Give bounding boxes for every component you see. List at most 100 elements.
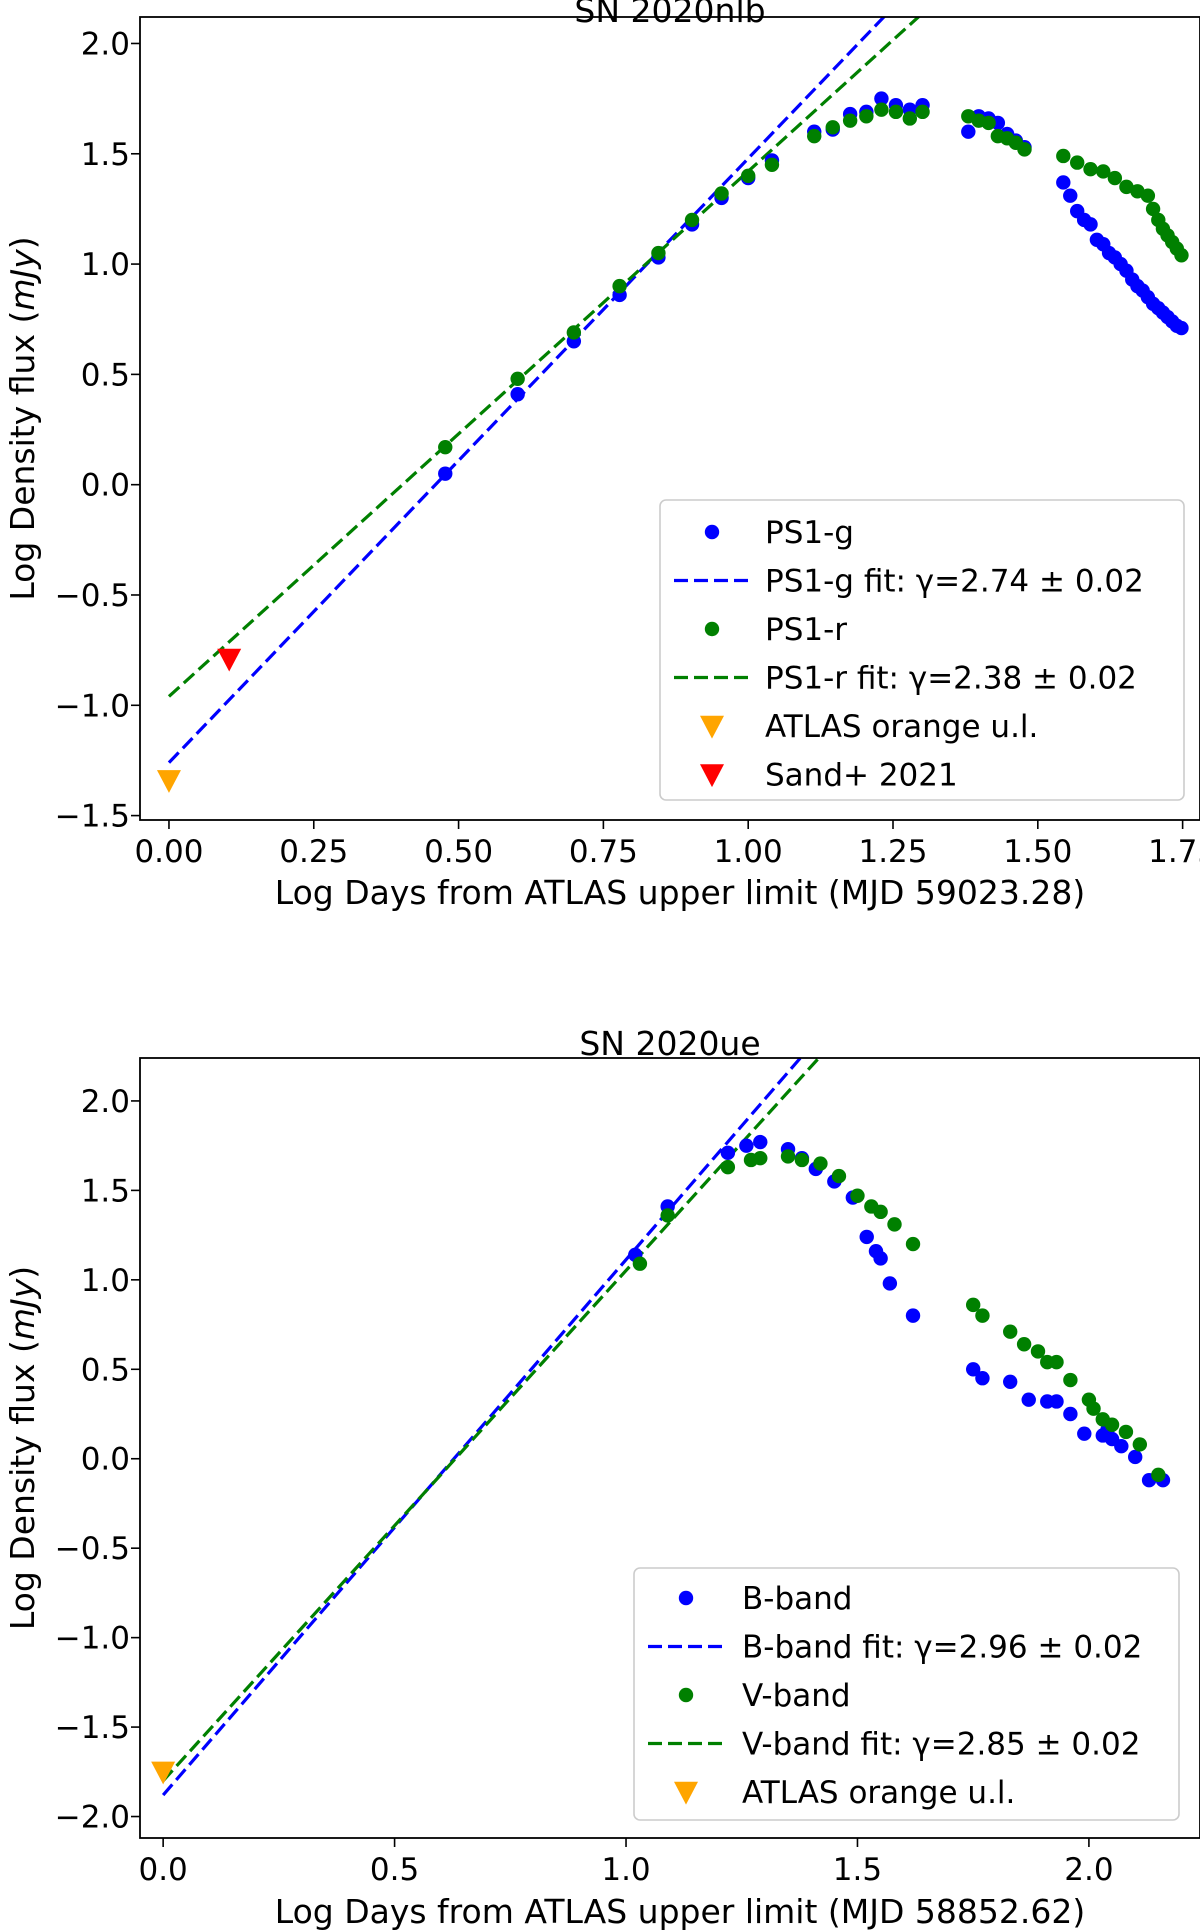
x-tick-label: 0.50 (424, 834, 493, 870)
data-point (1096, 164, 1111, 179)
y-tick-label: −1.5 (55, 799, 130, 835)
data-point (1063, 188, 1078, 203)
data-point (660, 1208, 675, 1223)
legend-label: B-band (742, 1581, 852, 1617)
data-point (1077, 1426, 1092, 1441)
x-tick-label: 1.0 (601, 1852, 650, 1888)
legend-marker (678, 1687, 694, 1703)
legend-label: PS1-g fit: γ=2.74 ± 0.02 (765, 564, 1144, 600)
chart-title: SN 2020ue (579, 1024, 760, 1063)
data-point (794, 1152, 810, 1168)
data-point (1056, 148, 1071, 164)
x-tick-label: 1.75 (1148, 834, 1200, 870)
data-point (874, 102, 889, 117)
legend-label: PS1-r fit: γ=2.38 ± 0.02 (765, 661, 1137, 697)
y-tick-label: −0.5 (55, 1531, 130, 1567)
data-point (888, 104, 904, 120)
data-point (1016, 1337, 1032, 1352)
data-point (1070, 155, 1085, 170)
legend-label: V-band fit: γ=2.85 ± 0.02 (742, 1727, 1140, 1763)
data-point (780, 1149, 796, 1164)
x-tick-label: 1.00 (714, 834, 783, 870)
y-tick-label: −2.0 (55, 1800, 130, 1836)
data-point (825, 120, 840, 135)
y-axis-label-suffix: ) (3, 236, 42, 249)
x-axis-label: Log Days from ATLAS upper limit (MJD 588… (275, 1892, 1085, 1931)
y-tick-label: 0.0 (81, 468, 130, 504)
y-tick-label: 2.0 (81, 26, 130, 62)
data-point (632, 1256, 648, 1271)
upper-limit-marker (156, 770, 181, 793)
legend: PS1-g PS1-g fit: γ=2.74 ± 0.02 PS1-r PS1-r … (659, 499, 1185, 801)
legend-label: ATLAS orange u.l. (765, 709, 1038, 745)
legend-box (659, 499, 1185, 801)
upper-limit-marker (151, 1761, 176, 1785)
x-tick-label: 0.5 (370, 1852, 419, 1888)
data-point (720, 1145, 736, 1161)
data-point (975, 1371, 990, 1386)
legend-label: Sand+ 2021 (765, 758, 958, 794)
y-tick-label: 0.5 (81, 1352, 130, 1388)
data-point (684, 212, 700, 228)
legend-marker (700, 764, 724, 788)
data-point (1174, 248, 1189, 263)
y-axis-label: Log Density flux (mJy) (3, 1266, 42, 1630)
fit-line (161, 1058, 803, 1797)
data-point (764, 157, 780, 173)
x-tick-label: 1.5 (833, 1852, 882, 1888)
fit-line (167, 17, 921, 698)
data-point (1132, 1437, 1148, 1452)
legend: B-band B-band fit: γ=2.96 ± 0.02 V-band V-b… (633, 1567, 1180, 1821)
data-point (753, 1150, 768, 1166)
legend-label: PS1-r (765, 612, 847, 648)
data-point (1107, 170, 1123, 186)
y-axis-label-prefix: Log Density flux ( (3, 311, 42, 601)
x-tick-label: 2.0 (1064, 1852, 1113, 1888)
data-point (807, 128, 822, 144)
data-point (813, 1156, 828, 1171)
y-tick-label: 2.0 (81, 1084, 130, 1120)
data-point (1049, 1354, 1064, 1370)
legend-label: B-band fit: γ=2.96 ± 0.02 (742, 1630, 1142, 1666)
y-axis-label-suffix: ) (3, 1266, 42, 1279)
data-point (510, 371, 525, 386)
data-point (873, 1204, 888, 1220)
data-point (874, 91, 889, 106)
x-tick-label: 0.75 (569, 834, 638, 870)
y-axis-label: Log Density flux (mJy) (3, 236, 42, 600)
data-point (1083, 162, 1098, 177)
data-point (1030, 1344, 1046, 1359)
x-axis-label: Log Days from ATLAS upper limit (MJD 590… (275, 873, 1085, 912)
data-point (612, 278, 627, 294)
data-point (1063, 1406, 1078, 1422)
x-tick-label: 0.00 (134, 834, 203, 870)
data-point (1127, 1449, 1143, 1465)
y-axis-label-unit: mJy (3, 249, 42, 311)
data-point (740, 168, 756, 184)
x-tick-label: 0.0 (138, 1852, 187, 1888)
data-point (739, 1138, 754, 1153)
data-point (1174, 320, 1189, 336)
y-tick-label: −1.0 (55, 688, 130, 724)
data-point (1104, 1417, 1120, 1432)
y-tick-label: 1.0 (81, 1263, 130, 1299)
data-point (965, 1362, 981, 1377)
data-point (753, 1134, 768, 1150)
legend-label: PS1-g (765, 515, 854, 551)
axes-frame (139, 16, 1200, 821)
fit-line (161, 1058, 821, 1782)
data-point (1086, 1401, 1101, 1416)
data-point (981, 115, 996, 131)
x-tick-label: 1.50 (1003, 834, 1072, 870)
legend-marker (700, 715, 724, 739)
legend-marker (674, 1781, 698, 1805)
data-point (1021, 1392, 1036, 1407)
chart-1: SN 2020ue 0.0 0.5 1.0 1.5 2.0 −2.0 −1.5 −1.0 −0.5… (3, 1024, 1200, 1931)
data-point (1003, 1324, 1018, 1339)
legend-marker (678, 1590, 694, 1606)
data-point (975, 1308, 990, 1323)
data-point (905, 1308, 921, 1323)
y-tick-label: 1.0 (81, 247, 130, 283)
data-point (850, 1188, 865, 1203)
